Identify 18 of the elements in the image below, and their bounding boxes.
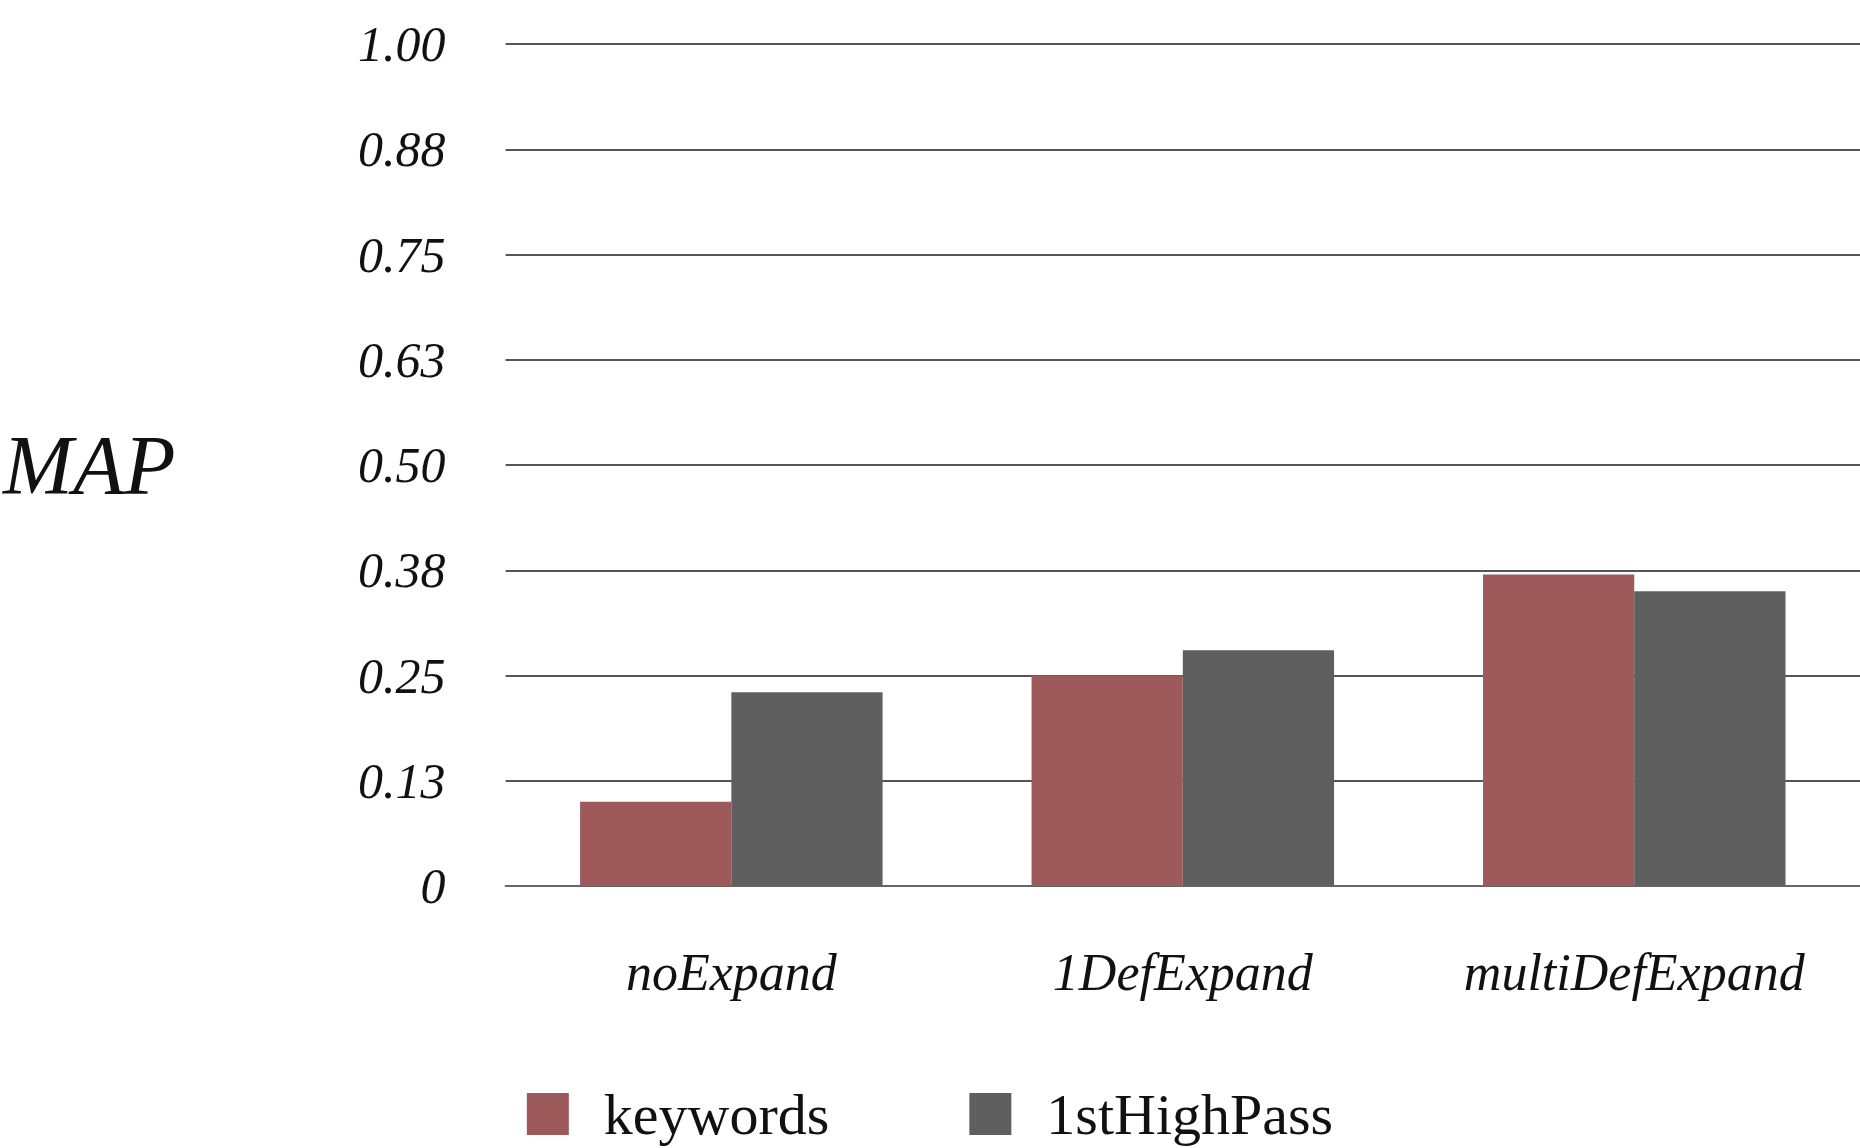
bar	[1483, 574, 1635, 886]
bar	[580, 801, 732, 886]
y-tick-label: 0.25	[358, 647, 446, 704]
y-tick-label: 0.88	[358, 121, 446, 178]
x-tick-label: 1DefExpand	[1052, 943, 1314, 1001]
y-tick-label: 0.38	[358, 542, 446, 599]
x-tick-label: multiDefExpand	[1463, 943, 1806, 1001]
y-tick-label: 0.50	[358, 437, 446, 493]
bar	[1031, 675, 1183, 886]
y-axis-title: MAP	[2, 418, 176, 512]
y-tick-label: 1.00	[358, 16, 446, 72]
y-tick-label: 0.75	[358, 226, 446, 283]
y-tick-label: 0	[420, 858, 446, 914]
x-tick-label: noExpand	[625, 943, 838, 1001]
y-tick-label: 0.13	[358, 752, 446, 809]
legend-label: 1stHighPass	[1046, 1081, 1334, 1147]
y-tick-label: 0.63	[358, 331, 446, 388]
legend-label: keywords	[603, 1081, 830, 1147]
